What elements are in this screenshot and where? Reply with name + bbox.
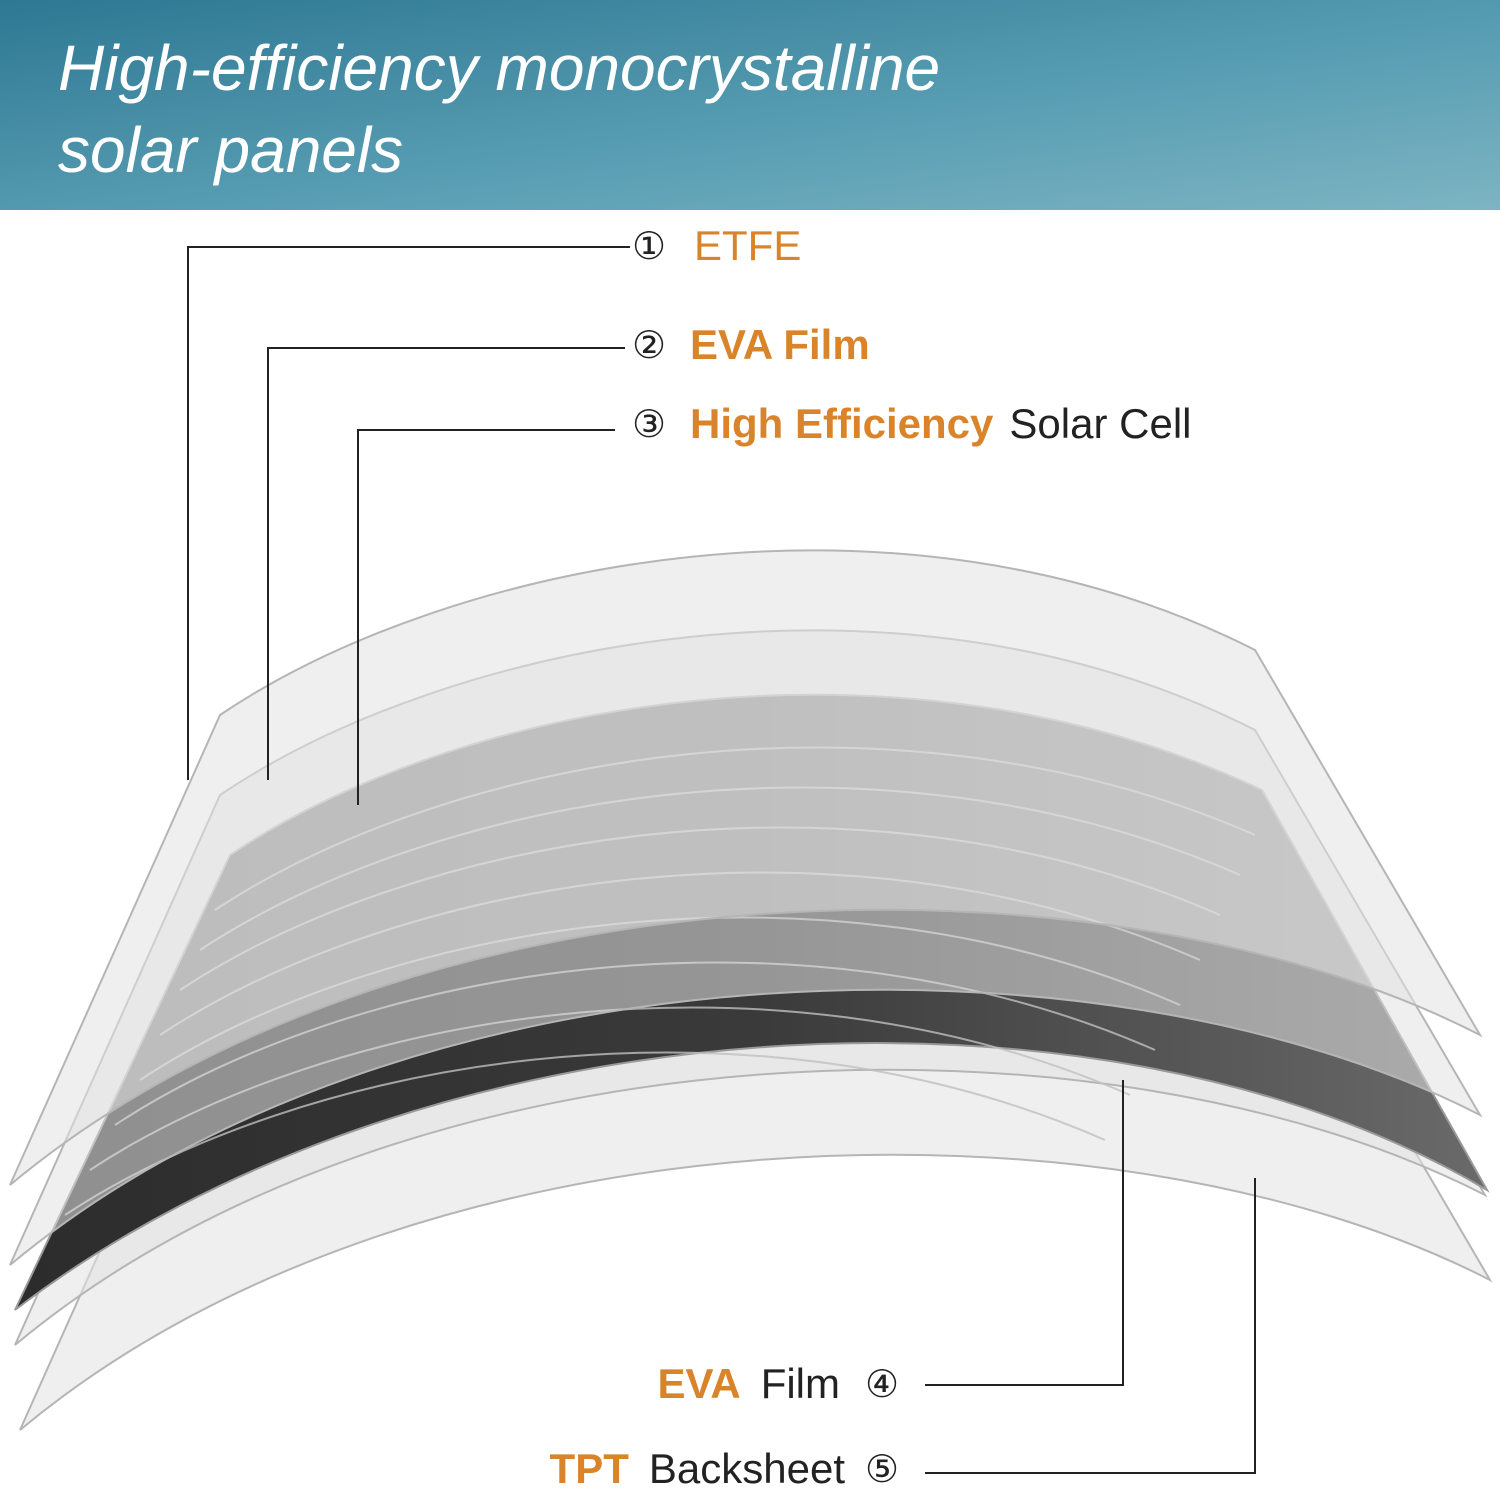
layer-label: TPT Backsheet [550,1445,846,1492]
layer-number: ⑤ [865,1449,899,1491]
layer-number: ① [632,226,666,268]
layer-name: High Efficiency [690,400,994,447]
leaders [187,246,1256,1474]
layer-desc: Solar Cell [1009,400,1191,447]
layer-number: ④ [865,1364,899,1406]
layers-illustration [9,549,1491,1431]
layer-desc: Backsheet [649,1445,845,1492]
header-title: High-efficiency monocrystalline [58,32,940,104]
layer-desc: Film [761,1360,840,1407]
layer-number: ② [632,325,666,367]
layer-number: ③ [632,404,666,446]
layer-name: EVA [657,1360,740,1407]
layer-label: EVA Film [657,1360,840,1407]
header-title: solar panels [58,114,403,186]
header-band [0,0,1500,210]
layer-name: TPT [550,1445,630,1492]
layer-label: High Efficiency Solar Cell [690,400,1191,447]
layer-name: ETFE [694,222,801,269]
layer-label: ETFE [694,222,801,269]
layer-name: EVA Film [690,321,870,368]
layer-label: EVA Film [690,321,870,368]
